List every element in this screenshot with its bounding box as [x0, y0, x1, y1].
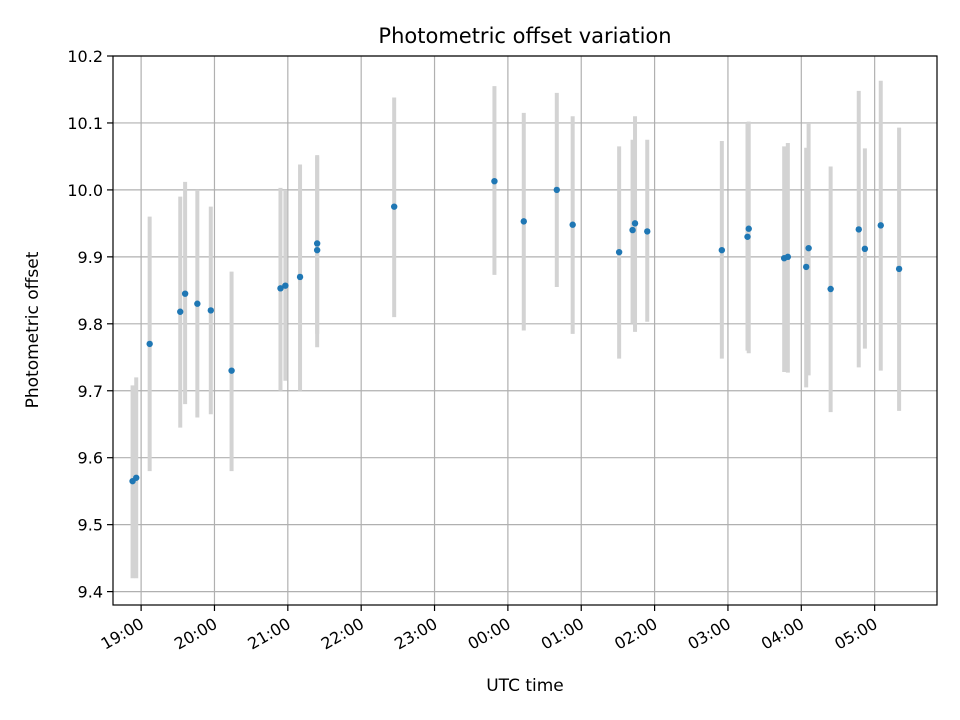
data-point — [228, 367, 235, 374]
data-point — [802, 263, 810, 271]
x-tick-label: 19:00 — [98, 614, 147, 654]
x-tick-label: 00:00 — [464, 614, 513, 654]
data-point — [745, 225, 752, 232]
x-tick-label: 05:00 — [831, 614, 880, 654]
data-point — [631, 220, 639, 227]
data-point — [296, 273, 304, 281]
data-point — [177, 308, 184, 315]
y-tick-label: 9.5 — [78, 516, 103, 535]
x-tick-label: 03:00 — [685, 614, 734, 654]
data-point — [855, 226, 862, 233]
data-point — [133, 474, 140, 481]
x-tick-label: 02:00 — [611, 614, 660, 654]
y-axis-label: Photometric offset — [23, 251, 43, 408]
data-point — [194, 300, 201, 307]
x-tick-label: 20:00 — [171, 614, 220, 654]
y-tick-label: 9.9 — [78, 248, 103, 267]
y-tick-label: 9.8 — [78, 315, 103, 334]
x-tick-label: 01:00 — [538, 614, 587, 654]
x-tick-label: 21:00 — [244, 614, 293, 654]
x-tick-label: 04:00 — [758, 614, 807, 654]
data-point — [282, 282, 289, 289]
data-point — [553, 186, 560, 194]
y-tick-label: 10.2 — [67, 47, 103, 66]
data-point — [491, 177, 498, 185]
data-point — [181, 290, 189, 297]
data-point — [861, 245, 869, 253]
data-point — [615, 248, 623, 256]
x-tick-label: 22:00 — [318, 614, 367, 654]
y-tick-label: 9.4 — [78, 583, 103, 602]
data-point — [629, 226, 636, 234]
data-point — [313, 246, 321, 254]
y-tick-label: 10.1 — [67, 114, 103, 133]
data-point — [520, 218, 527, 225]
plot-frame — [112, 55, 938, 606]
data-point — [784, 253, 792, 261]
data-points — [129, 177, 903, 485]
data-point — [644, 228, 651, 235]
y-tick-label: 9.6 — [78, 449, 103, 468]
data-point — [877, 222, 884, 229]
chart-title: Photometric offset variation — [378, 24, 671, 48]
data-point — [390, 203, 398, 210]
data-point — [718, 246, 726, 254]
data-point — [827, 285, 834, 293]
data-point — [569, 221, 576, 228]
data-point — [744, 233, 751, 240]
y-axis-ticks: 9.4 9.5 9.6 9.7 9.8 9.9 10.0 10.1 10.2 — [67, 47, 113, 602]
data-point — [207, 307, 215, 314]
x-axis-label: UTC time — [486, 676, 564, 696]
x-tick-label: 23:00 — [391, 614, 440, 654]
data-point — [805, 244, 812, 252]
data-point — [313, 240, 321, 247]
x-axis-ticks: 19:00 20:00 21:00 22:00 23:00 00:00 01:00 02:00… — [98, 605, 881, 654]
data-point — [895, 265, 903, 273]
y-tick-label: 9.7 — [78, 382, 103, 401]
data-point — [277, 285, 284, 292]
data-point — [146, 340, 153, 348]
y-tick-label: 10.0 — [67, 181, 103, 200]
